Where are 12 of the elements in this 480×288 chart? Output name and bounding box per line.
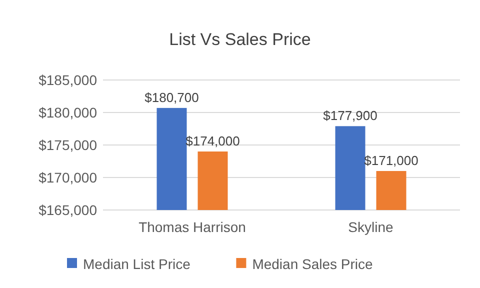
y-tick-label: $165,000 [38,202,98,218]
chart-title: List Vs Sales Price [169,30,311,49]
y-tick-label: $175,000 [38,136,98,153]
x-tick-label: Skyline [348,219,394,235]
legend-label: Median List Price [83,256,191,272]
y-tick-label: $185,000 [38,72,98,88]
y-tick-label: $180,000 [38,104,98,120]
x-tick-label: Thomas Harrison [138,219,246,235]
data-label: $177,900 [323,108,378,124]
y-tick-label: $170,000 [38,169,98,186]
data-label: $180,700 [144,90,199,105]
legend-label: Median Sales Price [252,256,374,272]
